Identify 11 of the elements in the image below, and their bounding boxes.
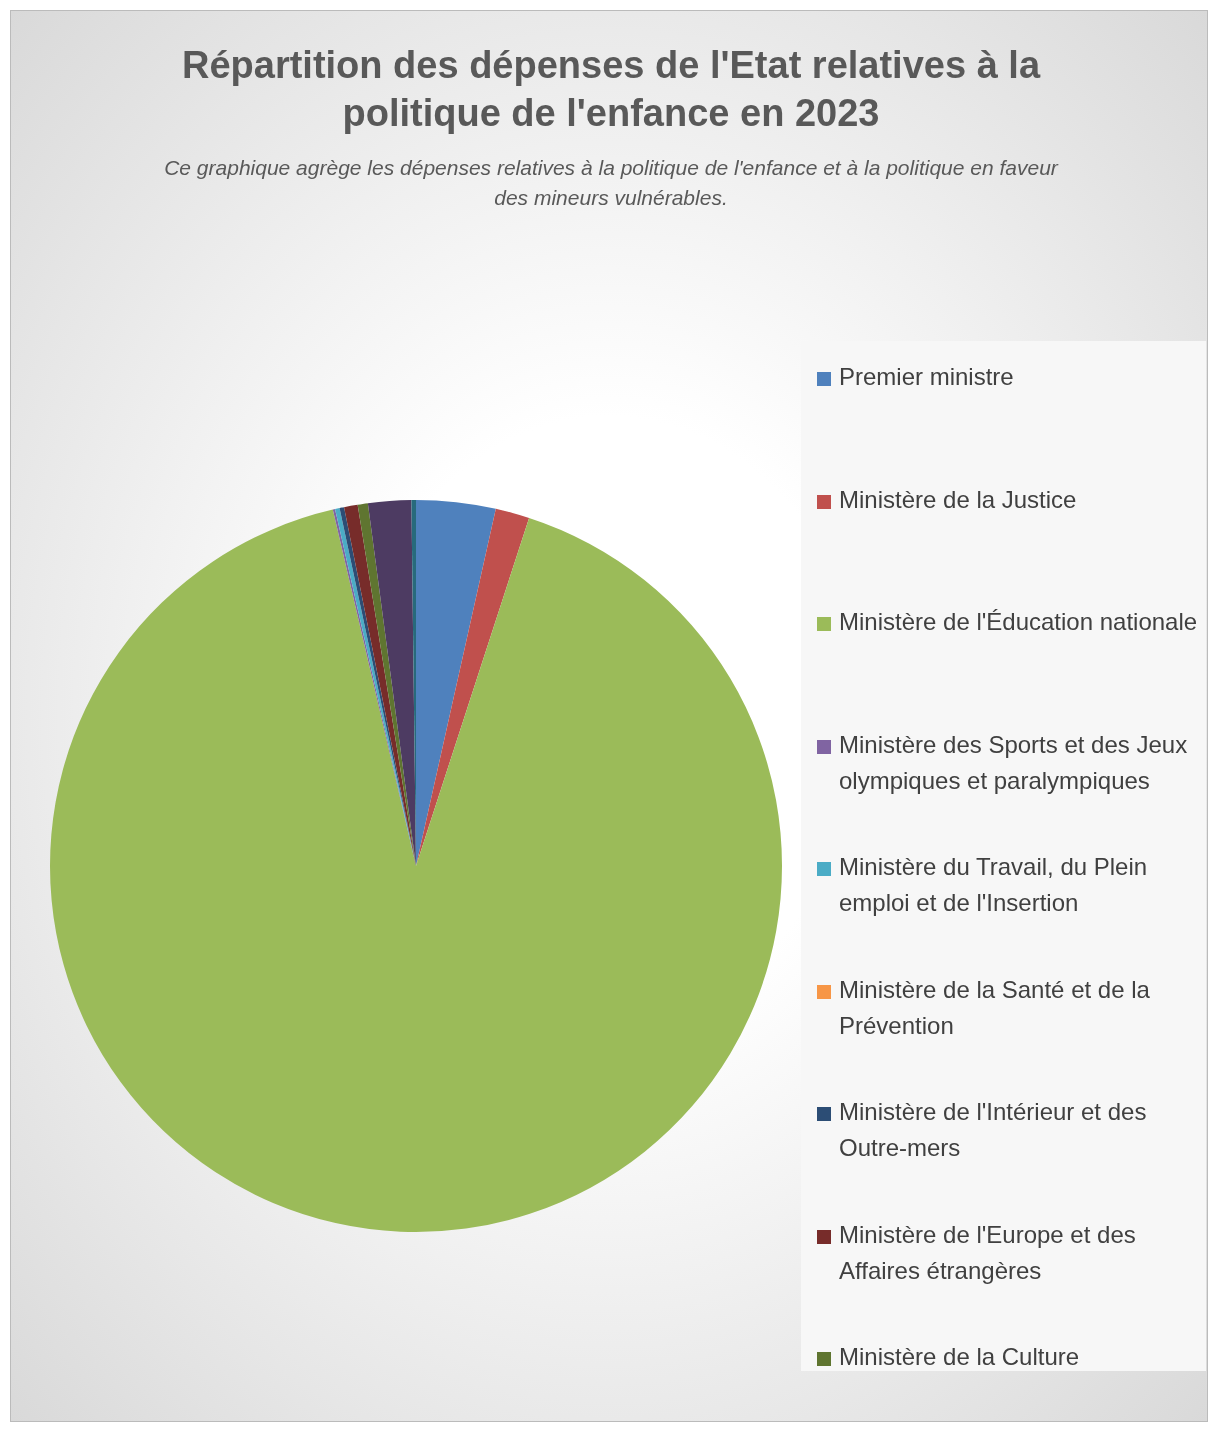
legend-label: Ministère des Sports et des Jeux olympiques et paralympiques xyxy=(839,730,1188,794)
legend-label: Premier ministre xyxy=(839,363,1014,390)
chart-subtitle: Ce graphique agrège les dépenses relatives à la politique de l'enfance et à la politique en faveur des mineurs vulnérables. xyxy=(163,155,1060,211)
legend-label: Ministère de la Culture xyxy=(839,1343,1080,1370)
legend-label: Ministère de la Justice xyxy=(839,485,1077,513)
legend-label: Ministère de la Santé et de la Prévention xyxy=(839,975,1150,1039)
legend-label: Ministère de l'Intérieur et des Outre-mers xyxy=(839,1098,1147,1161)
legend-label: Ministère de l'Éducation nationale xyxy=(839,608,1198,635)
legend-label: Ministère du Travail, du Plein emploi et de l'Insertion xyxy=(839,853,1148,916)
legend-label: Ministère de l'Europe et des Affaires étrangères xyxy=(839,1220,1136,1284)
chart-title: Répartition des dépenses de l'Etat relatives à la politique de l'enfance en 2023 xyxy=(181,43,1042,136)
